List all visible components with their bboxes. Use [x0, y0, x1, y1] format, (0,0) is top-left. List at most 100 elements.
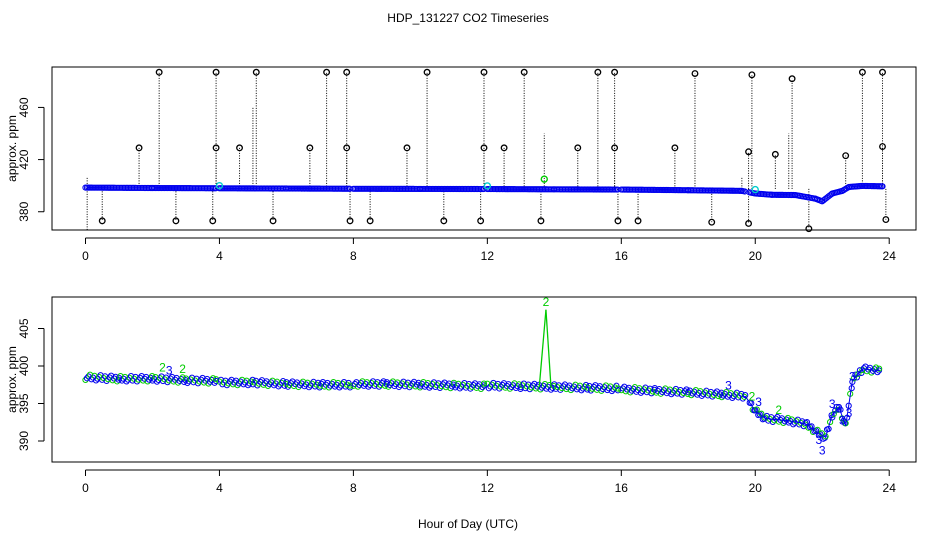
data-point [307, 382, 314, 389]
x-tick-label: 4 [216, 249, 223, 263]
y-axis-label: approx. ppm [5, 115, 19, 182]
spike-point [209, 217, 217, 225]
series-segment [838, 407, 847, 427]
spike-point [708, 218, 716, 226]
spike-point [323, 68, 331, 76]
data-point [473, 384, 480, 391]
spike-point [520, 68, 528, 76]
series-segment [744, 395, 756, 412]
spike-point [500, 144, 508, 152]
data-point [196, 378, 203, 385]
data-point [698, 392, 705, 399]
data-point-cyan [751, 185, 759, 194]
data-point [508, 383, 515, 391]
y-tick-label: 460 [17, 97, 31, 117]
spike-point [748, 71, 756, 79]
data-point [254, 382, 261, 389]
data-point [830, 410, 837, 418]
x-tick-label: 20 [749, 249, 763, 263]
point-label: 3 [836, 402, 843, 416]
series-segment [845, 380, 853, 427]
data-point [487, 383, 494, 390]
data-point [593, 386, 600, 393]
data-point [467, 385, 474, 392]
data-point [438, 383, 445, 390]
data-point [558, 384, 565, 392]
data-point [133, 378, 141, 385]
x-tick-label: 8 [350, 481, 357, 495]
y-axis: 380 420 460 [17, 97, 45, 222]
y-tick-label: 420 [17, 149, 31, 169]
data-point [286, 381, 293, 389]
data-point [879, 183, 886, 190]
point-label: 2 [179, 362, 186, 376]
point-label: 2 [159, 360, 166, 374]
data-point [678, 391, 686, 398]
data-point [480, 380, 488, 387]
data-point [331, 383, 339, 390]
data-point [391, 382, 398, 390]
spike-point [343, 68, 351, 76]
spike-point [611, 144, 619, 152]
y-tick-label: 380 [17, 201, 31, 221]
data-point [82, 376, 89, 384]
y-tick-label: 390 [17, 431, 31, 451]
data-point [342, 383, 349, 390]
data-point [668, 391, 675, 398]
x-tick-label: 16 [615, 249, 629, 263]
spike-point [634, 217, 642, 225]
data-point [377, 381, 384, 388]
y-tick-label: 400 [17, 356, 31, 376]
data-point [442, 384, 450, 391]
data-point [569, 385, 576, 392]
series-segment [754, 410, 766, 419]
data-point [853, 374, 860, 381]
spike-point [423, 68, 431, 76]
data-point [522, 385, 529, 392]
spike-point [771, 150, 779, 158]
data-point [316, 382, 324, 389]
spike-point [212, 68, 220, 76]
series-segment [788, 420, 806, 425]
data-point [275, 383, 282, 390]
data-point [417, 382, 424, 389]
x-axis: 0 4 8 12 16 20 24 [82, 237, 896, 263]
y-axis: 390 395 400 405 [17, 318, 45, 451]
data-point [855, 370, 862, 377]
data-point [610, 386, 617, 393]
data-point [401, 383, 409, 390]
data-point [375, 383, 383, 390]
data-point [139, 377, 147, 384]
point-label: 3 [846, 406, 853, 420]
data-point [497, 383, 505, 390]
data-point [290, 382, 298, 390]
data-point [284, 383, 292, 390]
spike-point [805, 225, 813, 233]
data-point [397, 382, 404, 389]
data-point [129, 377, 136, 384]
plot-frame [51, 296, 917, 463]
spike-point [574, 144, 582, 152]
data-point [517, 384, 524, 391]
data-point [327, 382, 334, 389]
data-point [456, 385, 463, 392]
data-point [537, 386, 544, 393]
data-point [589, 385, 596, 392]
point-label: 3 [839, 414, 846, 428]
data-point [604, 386, 611, 394]
point-label: 3 [819, 444, 826, 458]
data-point [506, 385, 514, 392]
data-point [718, 394, 725, 401]
x-tick-label: 0 [82, 481, 89, 495]
data-point [164, 379, 171, 386]
spike-point [879, 143, 886, 150]
spike-point [745, 220, 753, 227]
spike-point [691, 70, 699, 77]
data-point [491, 384, 498, 391]
x-tick-label: 24 [883, 481, 897, 495]
data-point [395, 383, 403, 391]
data-point [496, 385, 503, 392]
point-label: 2 [775, 403, 782, 417]
data-point [709, 393, 716, 400]
